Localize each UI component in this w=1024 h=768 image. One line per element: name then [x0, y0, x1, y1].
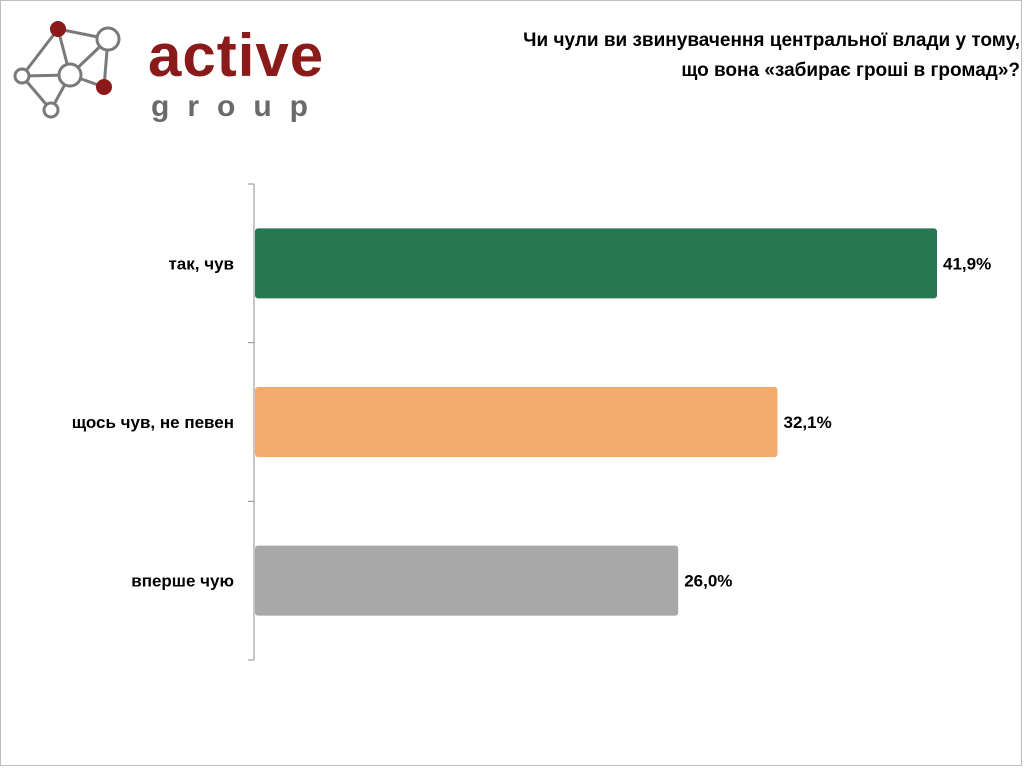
- chart-title-line-1: Чи чули ви звинувачення центральної влад…: [523, 30, 1020, 51]
- category-label-3: вперше чую: [131, 572, 234, 591]
- bar-1: [255, 228, 937, 299]
- logo-subtitle: group: [151, 90, 326, 123]
- logo: active group: [8, 14, 338, 124]
- chart-title-line-2: що вона «забирає гроші в громад»?: [681, 60, 1020, 81]
- value-label-2: 32,1%: [783, 413, 831, 432]
- category-label-1: так, чув: [168, 254, 234, 273]
- bar-3: [255, 545, 679, 616]
- bar-2: [255, 387, 778, 457]
- logo-wordmark: active: [148, 22, 325, 89]
- value-label-3: 26,0%: [684, 572, 732, 591]
- logo-network-icon: [13, 21, 121, 119]
- category-label-2: щось чув, не певен: [72, 413, 234, 432]
- chart-title: Чи чули ви звинувачення центральної влад…: [400, 26, 1020, 86]
- value-label-1: 41,9%: [943, 254, 991, 273]
